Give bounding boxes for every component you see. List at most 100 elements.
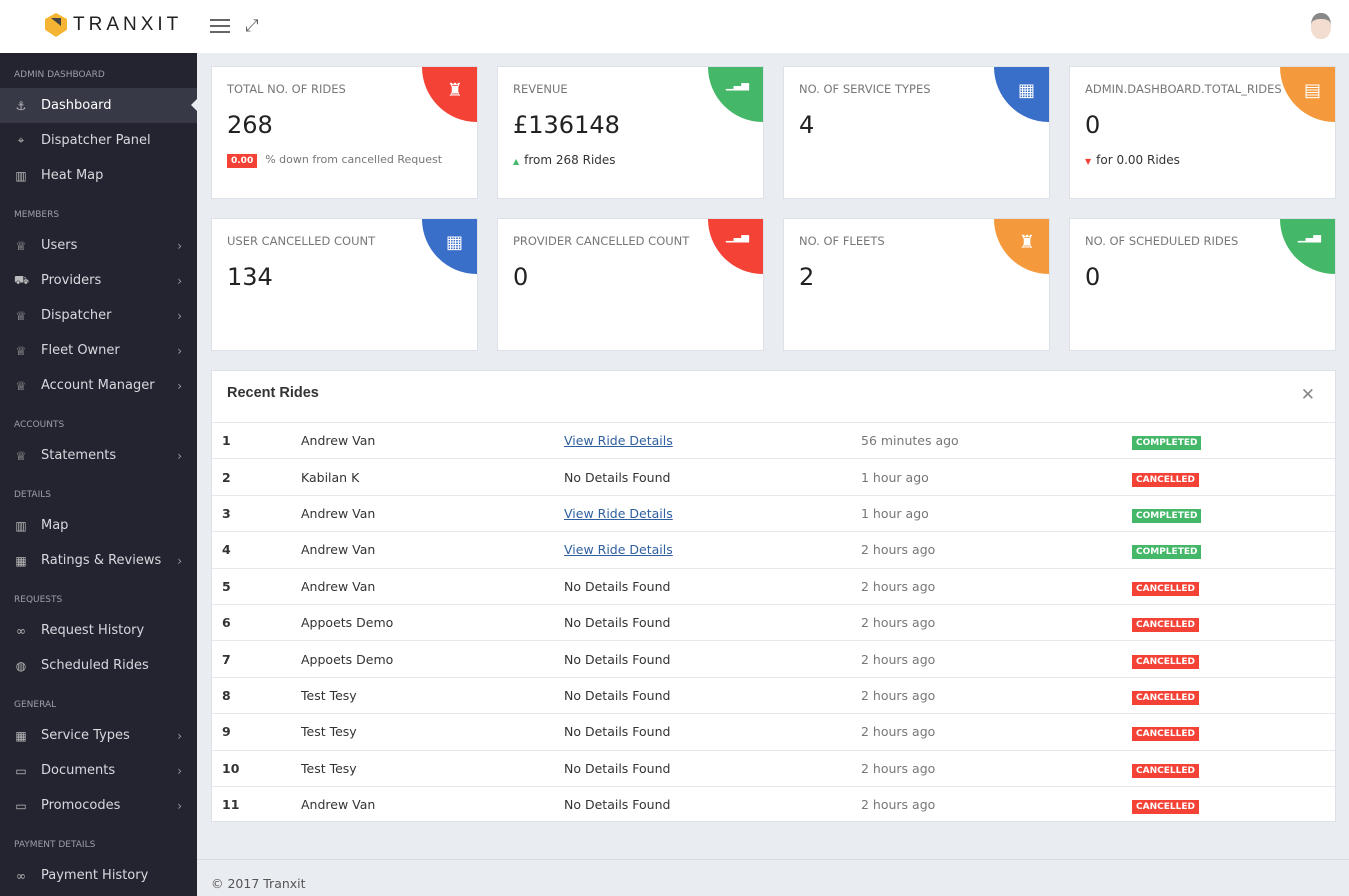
- no-details-text: No Details Found: [564, 760, 671, 776]
- ride-time: 2 hours ago: [861, 640, 1132, 678]
- row-number: 9: [212, 713, 301, 751]
- table-row: 1 Andrew Van View Ride Details 56 minutes a…: [212, 421, 1335, 459]
- stat-card: ▁▃▅ PROVIDER CANCELLED COUNT 0: [497, 218, 764, 351]
- sidebar-section-label: PAYMENT DETAILS: [14, 840, 96, 850]
- row-number: 2: [212, 458, 301, 496]
- status-badge: CANCELLED: [1132, 618, 1199, 633]
- row-number: 8: [212, 676, 301, 714]
- no-details-text: No Details Found: [564, 651, 671, 667]
- sidebar-item-dispatcher-panel[interactable]: ⌖ Dispatcher Panel: [0, 123, 197, 158]
- row-number: 1: [212, 421, 301, 459]
- chevron-right-icon: ›: [177, 343, 182, 358]
- card-subtext: ▲ from 268 Rides: [513, 153, 616, 167]
- sidebar-item-documents[interactable]: ▭ Documents ›: [0, 753, 197, 788]
- user-name: Test Tesy: [301, 676, 564, 714]
- sidebar-item-statements[interactable]: ♕ Statements ›: [0, 438, 197, 473]
- status-badge: COMPLETED: [1132, 436, 1202, 451]
- chevron-right-icon: ›: [177, 238, 182, 253]
- sidebar-item-heat-map[interactable]: ▥ Heat Map: [0, 158, 197, 193]
- sidebar-item-label: Map: [41, 518, 69, 533]
- card-label: NO. OF SERVICE TYPES: [799, 82, 931, 96]
- card-value: 0: [1085, 263, 1101, 291]
- card-subtext: ▼ for 0.00 Rides: [1085, 153, 1180, 167]
- ride-time: 2 hours ago: [861, 676, 1132, 714]
- sidebar-item-fleet-owner[interactable]: ♕ Fleet Owner ›: [0, 333, 197, 368]
- sidebar-item-label: Heat Map: [41, 168, 104, 183]
- ride-time: 2 hours ago: [861, 785, 1132, 823]
- sidebar-item-dispatcher[interactable]: ♕ Dispatcher ›: [0, 298, 197, 333]
- card-label: TOTAL NO. OF RIDES: [227, 82, 346, 96]
- user-name: Andrew Van: [301, 421, 564, 459]
- ride-time: 56 minutes ago: [861, 421, 1132, 459]
- no-details-text: No Details Found: [564, 469, 671, 485]
- promocodes-icon: ▭: [15, 798, 27, 813]
- status-badge: COMPLETED: [1132, 508, 1202, 523]
- card-value: 0: [513, 263, 529, 291]
- expand-icon[interactable]: ⤢: [245, 16, 259, 36]
- avatar[interactable]: [1311, 13, 1331, 39]
- row-number: 4: [212, 531, 301, 569]
- sidebar-item-dashboard[interactable]: ⚓ Dashboard: [0, 88, 197, 123]
- ride-time: 2 hours ago: [861, 603, 1132, 641]
- sidebar-item-label: Payment History: [41, 868, 149, 883]
- card-label: ADMIN.DASHBOARD.TOTAL_RIDES: [1085, 82, 1282, 96]
- no-details-text: No Details Found: [564, 615, 671, 631]
- sidebar-item-label: Dispatcher: [41, 308, 112, 323]
- sidebar-item-label: Account Manager: [41, 378, 155, 393]
- sidebar-item-users[interactable]: ♕ Users ›: [0, 228, 197, 263]
- sidebar-item-label: Fleet Owner: [41, 343, 120, 358]
- sidebar-item-payment-history[interactable]: ∞ Payment History: [0, 858, 197, 893]
- chevron-right-icon: ›: [177, 728, 182, 743]
- bar-chart-icon: ▁▃▅: [1297, 232, 1321, 243]
- sidebar-item-scheduled-rides[interactable]: ◍ Scheduled Rides: [0, 648, 197, 683]
- card-value: 134: [227, 263, 273, 291]
- sidebar-item-label: Dispatcher Panel: [41, 133, 151, 148]
- view-ride-details-link[interactable]: View Ride Details: [564, 433, 673, 449]
- sidebar-item-label: Ratings & Reviews: [41, 553, 162, 568]
- no-details-text: No Details Found: [564, 687, 671, 703]
- card-corner: [708, 219, 763, 274]
- chevron-right-icon: ›: [177, 798, 182, 813]
- logo[interactable]: TRANXIT: [45, 13, 182, 37]
- ride-time: 1 hour ago: [861, 458, 1132, 496]
- view-ride-details-link[interactable]: View Ride Details: [564, 542, 673, 558]
- close-icon[interactable]: ✕: [1300, 385, 1315, 405]
- sidebar-section-label: MEMBERS: [14, 210, 60, 220]
- user-name: Test Tesy: [301, 713, 564, 751]
- no-details-text: No Details Found: [564, 578, 671, 594]
- sidebar-item-service-types[interactable]: ▦ Service Types ›: [0, 718, 197, 753]
- sidebar-item-label: Users: [41, 238, 78, 253]
- sidebar-item-request-history[interactable]: ∞ Request History: [0, 613, 197, 648]
- account-manager-icon: ♕: [15, 378, 27, 393]
- sidebar-item-ratings-reviews[interactable]: ▦ Ratings & Reviews ›: [0, 543, 197, 578]
- panel-title: Recent Rides: [227, 385, 319, 401]
- hamburger-icon[interactable]: [210, 19, 230, 33]
- dispatcher-icon: ♕: [15, 308, 27, 323]
- card-label: REVENUE: [513, 82, 568, 96]
- sidebar-item-account-manager[interactable]: ♕ Account Manager ›: [0, 368, 197, 403]
- status-badge: CANCELLED: [1132, 727, 1199, 742]
- card-corner: [1280, 219, 1335, 274]
- card-corner: [708, 67, 763, 122]
- sidebar-item-label: Dashboard: [41, 98, 112, 113]
- card-label: USER CANCELLED COUNT: [227, 234, 376, 248]
- users-icon: ♕: [15, 238, 27, 253]
- sidebar-item-label: Documents: [41, 763, 116, 778]
- sidebar-item-promocodes[interactable]: ▭ Promocodes ›: [0, 788, 197, 823]
- stat-card: ▁▃▅ NO. OF SCHEDULED RIDES 0: [1069, 218, 1336, 351]
- payment-history-icon: ∞: [16, 868, 26, 883]
- table-row: 9 Test Tesy No Details Found 2 hours ago CAN…: [212, 713, 1335, 751]
- sidebar-item-label: Promocodes: [41, 798, 121, 813]
- table-row: 7 Appoets Demo No Details Found 2 hours ago…: [212, 640, 1335, 678]
- sidebar-item-label: Providers: [41, 273, 102, 288]
- view-ride-details-link[interactable]: View Ride Details: [564, 505, 673, 521]
- table-row: 4 Andrew Van View Ride Details 2 hours ago C…: [212, 531, 1335, 569]
- footer: © 2017 Tranxit: [197, 859, 1349, 896]
- row-number: 7: [212, 640, 301, 678]
- sidebar-item-map[interactable]: ▥ Map: [0, 508, 197, 543]
- chevron-right-icon: ›: [177, 308, 182, 323]
- sidebar-item-providers[interactable]: ⛟ Providers ›: [0, 263, 197, 298]
- user-name: Andrew Van: [301, 494, 564, 532]
- sidebar-item-label: Statements: [41, 448, 117, 463]
- card-value: 268: [227, 111, 273, 139]
